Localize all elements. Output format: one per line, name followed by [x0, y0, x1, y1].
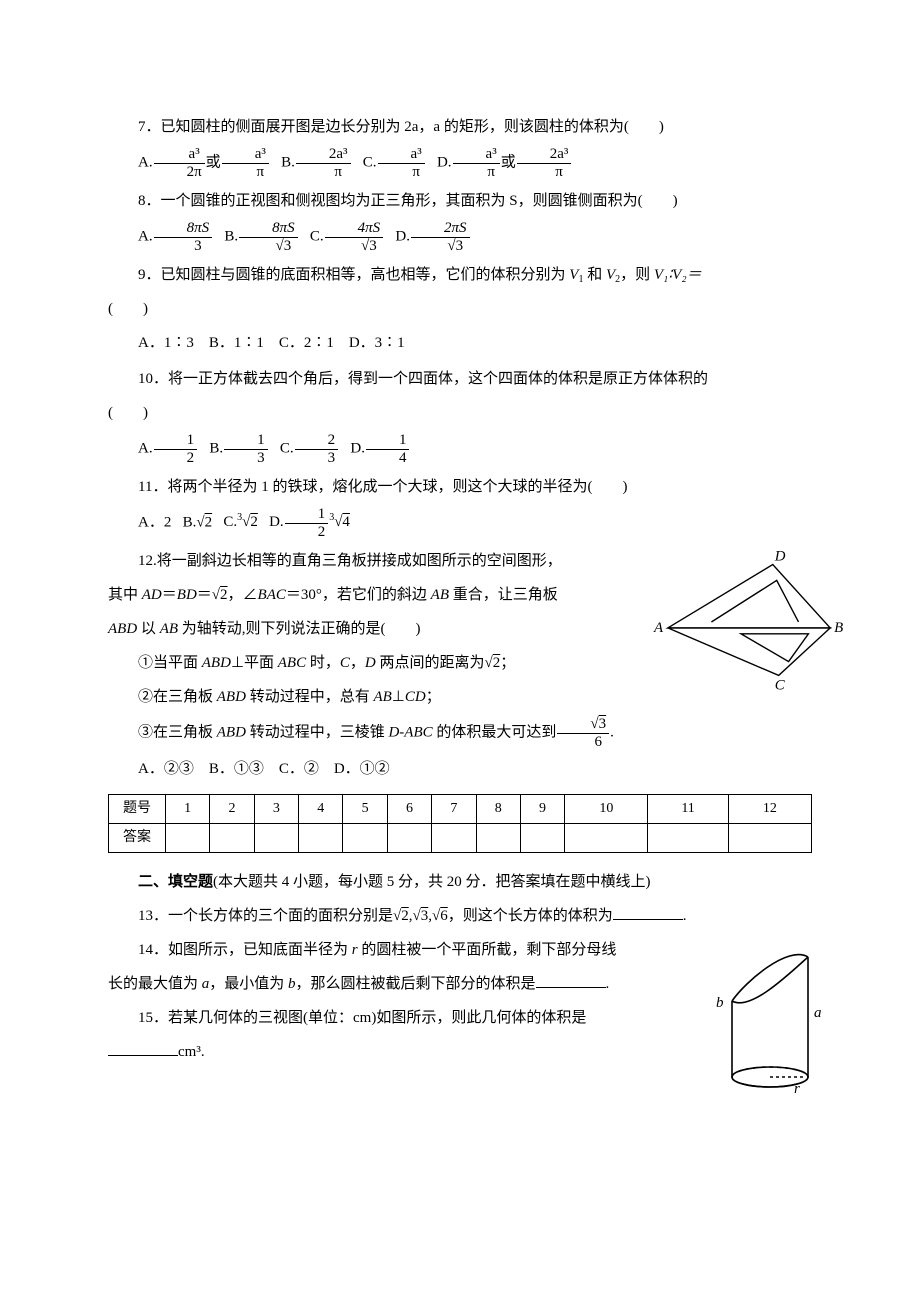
- q7-D-or: 或: [501, 154, 516, 170]
- q7-A-or: 或: [206, 154, 221, 170]
- svg-text:C: C: [775, 677, 786, 690]
- q12-options: A．②③ B．①③ C．② D．①②: [108, 754, 812, 784]
- q10-B: 13: [224, 432, 268, 466]
- table-row-header: 题号 1 2 3 4 5 6 7 8 9 10 11 12: [109, 795, 812, 824]
- q7-D-f1: a³π: [453, 146, 500, 180]
- svg-text:a: a: [814, 1005, 822, 1021]
- q10-A: 12: [154, 432, 198, 466]
- q12-block: A B D C 12.将一副斜边长相等的直角三角板拼接成如图所示的空间图形， 其…: [108, 546, 812, 784]
- q9-paren: ( ): [108, 294, 812, 324]
- q9-text: 9．已知圆柱与圆锥的底面积相等，高也相等，它们的体积分别为 V1 和 V2，则 …: [108, 260, 812, 290]
- q11-D: D.123√4: [269, 514, 350, 530]
- q10-text: 10．将一正方体截去四个角后，得到一个四面体，这个四面体的体积是原正方体体积的: [108, 364, 812, 394]
- q11-A: A．2: [138, 514, 171, 530]
- q15-text: 15．若某几何体的三视图(单位：cm)如图所示，则此几何体的体积是: [108, 1003, 812, 1033]
- q11-text: 11．将两个半径为 1 的铁球，熔化成一个大球，则这个大球的半径为( ): [108, 472, 812, 502]
- q10-C: 23: [295, 432, 339, 466]
- q7-B: 2a³π: [296, 146, 351, 180]
- q10-paren: ( ): [108, 398, 812, 428]
- q10-options: A.12 B.13 C.23 D.14: [108, 432, 812, 466]
- q7-text: 7．已知圆柱的侧面展开图是边长分别为 2a，a 的矩形，则该圆柱的体积为( ): [108, 112, 812, 142]
- q14-blank[interactable]: [536, 974, 606, 989]
- q7-A-f1: a³2π: [154, 146, 205, 180]
- q12-s3: ③在三角板 ABD 转动过程中，三棱锥 D-ABC 的体积最大可达到√36.: [108, 716, 812, 750]
- q7-C: a³π: [378, 146, 425, 180]
- q8-options: A.8πS3 B.8πS√3 C.4πS√3 D.2πS√3: [108, 220, 812, 254]
- section2-heading: 二、填空题(本大题共 4 小题，每小题 5 分，共 20 分．把答案填在题中横线…: [108, 867, 812, 897]
- header-label: 题号: [109, 795, 166, 824]
- q7-C-label: C.: [363, 154, 377, 170]
- q8-D: 2πS√3: [411, 220, 470, 254]
- q10-D: 14: [366, 432, 410, 466]
- q14-line1: 14．如图所示，已知底面半径为 r 的圆柱被一个平面所截，剩下部分母线: [108, 935, 812, 965]
- q7-A-label: A.: [138, 154, 153, 170]
- section2-desc: (本大题共 4 小题，每小题 5 分，共 20 分．把答案填在题中横线上): [213, 874, 651, 890]
- svg-text:B: B: [834, 620, 843, 636]
- q7-B-label: B.: [281, 154, 295, 170]
- q8-B: 8πS√3: [239, 220, 298, 254]
- svg-text:r: r: [794, 1081, 800, 1097]
- q8-A: 8πS3: [154, 220, 213, 254]
- q12-figure: A B D C: [650, 550, 848, 690]
- section2-title: 二、填空题: [138, 874, 213, 890]
- q8-C: 4πS√3: [325, 220, 384, 254]
- svg-text:b: b: [716, 995, 724, 1011]
- q9-options: A．1∶3 B．1∶1 C．2∶1 D．3∶1: [108, 328, 812, 358]
- row-label: 答案: [109, 824, 166, 853]
- q14-line2: 长的最大值为 a，最小值为 b，那么圆柱被截后剩下部分的体积是.: [108, 969, 812, 999]
- q11-B: B.√2: [183, 514, 213, 530]
- q7-D-f2: 2a³π: [517, 146, 572, 180]
- q7-A-f2: a³π: [222, 146, 269, 180]
- q13-text: 13．一个长方体的三个面的面积分别是√2,√3,√6，则这个长方体的体积为.: [108, 901, 812, 931]
- q13-blank[interactable]: [613, 906, 683, 921]
- svg-text:D: D: [774, 550, 786, 565]
- q7-D-label: D.: [437, 154, 452, 170]
- q8-text: 8．一个圆锥的正视图和侧视图均为正三角形，其面积为 S，则圆锥侧面积为( ): [108, 186, 812, 216]
- q14-figure: b a r: [716, 937, 836, 1097]
- q11-C: C.3√2: [223, 514, 258, 530]
- q11-options: A．2 B.√2 C.3√2 D.123√4: [108, 506, 812, 540]
- q15-blank[interactable]: [108, 1042, 178, 1057]
- q15-line2: cm³.: [108, 1037, 812, 1067]
- q7-options: A.a³2π或a³π B.2a³π C.a³π D.a³π或2a³π: [108, 146, 812, 180]
- answer-table: 题号 1 2 3 4 5 6 7 8 9 10 11 12 答案: [108, 794, 812, 853]
- svg-text:A: A: [653, 620, 664, 636]
- q14-block: b a r 14．如图所示，已知底面半径为 r 的圆柱被一个平面所截，剩下部分母…: [108, 935, 812, 1067]
- table-row-answers: 答案: [109, 824, 812, 853]
